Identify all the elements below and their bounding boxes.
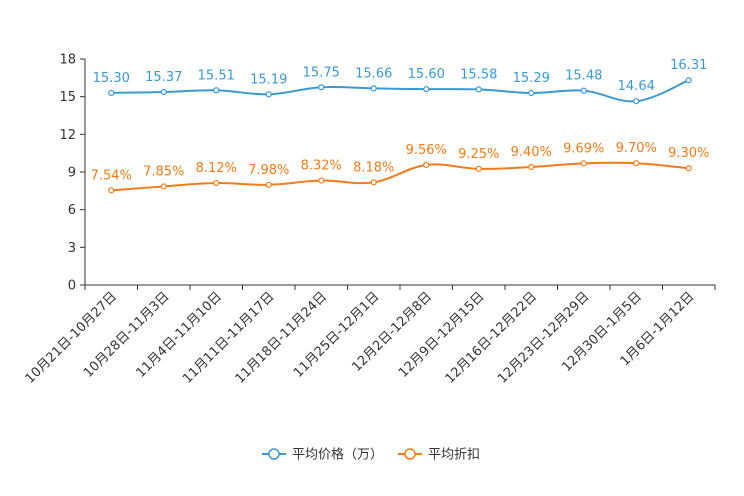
data-label: 8.12% (196, 161, 237, 176)
data-point[interactable] (423, 86, 430, 93)
data-point[interactable] (633, 98, 640, 105)
legend-item-1[interactable]: 平均价格（万） (262, 447, 383, 463)
data-point[interactable] (108, 89, 115, 97)
data-point[interactable] (685, 165, 692, 172)
data-label: 7.85% (143, 164, 184, 179)
data-label: 9.25% (458, 147, 499, 162)
data-point[interactable] (265, 91, 272, 98)
data-point[interactable] (370, 85, 377, 92)
data-label: 15.29 (513, 71, 550, 86)
data-label: 9.56% (406, 143, 447, 158)
data-point[interactable] (370, 179, 377, 186)
series-line (111, 161, 689, 192)
y-tick-label: 9 (68, 166, 76, 181)
data-label: 8.18% (353, 160, 394, 175)
data-point[interactable] (423, 161, 430, 169)
data-point[interactable] (318, 84, 325, 91)
x-tick-label: 12月23日-12月29日 (495, 289, 592, 386)
data-point[interactable] (475, 86, 482, 93)
data-label: 15.48 (565, 69, 602, 84)
series-layer: 15.30 15.37 15.51 15.19 15.75 15.66 15.60 15.58… (91, 58, 709, 194)
data-label: 7.54% (91, 168, 132, 183)
y-tick-label: 6 (68, 203, 76, 218)
data-point[interactable] (318, 177, 325, 184)
data-label: 7.98% (248, 163, 289, 178)
axes: 036912151810月21日-10月27日10月28日-11月3日11月4日… (23, 53, 716, 387)
data-point[interactable] (685, 77, 692, 84)
x-tick-label: 10月21日-10月27日 (23, 289, 120, 386)
y-tick-label: 15 (59, 90, 76, 105)
data-point[interactable] (160, 183, 167, 190)
data-label: 14.64 (618, 79, 655, 94)
data-label: 16.31 (670, 58, 707, 73)
y-tick-label: 18 (59, 53, 76, 68)
data-label: 9.40% (511, 145, 552, 160)
data-point[interactable] (108, 187, 115, 194)
x-tick-label: 11月11日-11月17日 (180, 289, 277, 386)
data-point[interactable] (633, 160, 640, 167)
data-label: 15.60 (408, 67, 445, 82)
data-point[interactable] (580, 87, 587, 94)
data-point[interactable] (213, 179, 220, 187)
y-tick-label: 0 (68, 279, 76, 294)
data-point[interactable] (580, 160, 587, 167)
data-label: 15.37 (145, 70, 182, 85)
data-label: 8.32% (301, 159, 342, 174)
data-point[interactable] (160, 88, 167, 96)
x-tick-label: 11月18日-11月24日 (233, 289, 330, 386)
series-line (111, 79, 690, 103)
data-label: 15.75 (303, 65, 340, 80)
data-label: 9.69% (563, 141, 604, 156)
data-label: 9.30% (668, 146, 709, 161)
data-point[interactable] (475, 165, 482, 172)
data-label: 15.19 (250, 72, 287, 87)
data-point[interactable] (213, 87, 220, 94)
data-label: 9.70% (616, 141, 657, 156)
legend[interactable]: 平均价格（万） 平均折扣 (262, 447, 480, 463)
legend-marker (404, 448, 416, 460)
data-label: 15.30 (93, 71, 130, 86)
y-tick-label: 3 (68, 241, 76, 256)
data-point[interactable] (528, 163, 535, 171)
legend-label: 平均折扣 (428, 448, 480, 463)
series-1: 15.30 15.37 15.51 15.19 15.75 15.66 15.60 15.58… (93, 58, 707, 105)
x-tick-label: 12月16日-12月22日 (443, 289, 540, 386)
y-tick-label: 12 (59, 128, 76, 143)
data-label: 15.66 (355, 66, 392, 81)
data-point[interactable] (265, 181, 272, 188)
data-label: 15.51 (198, 68, 235, 83)
data-label: 15.58 (460, 67, 497, 82)
data-point[interactable] (528, 89, 535, 97)
series-2: 7.54% 7.85% 8.12% 7.98% 8.32% 8.18% 9.56% 9.25%… (91, 141, 709, 194)
legend-marker (268, 448, 280, 460)
legend-item-2[interactable]: 平均折扣 (398, 448, 480, 463)
legend-label: 平均价格（万） (292, 447, 383, 463)
